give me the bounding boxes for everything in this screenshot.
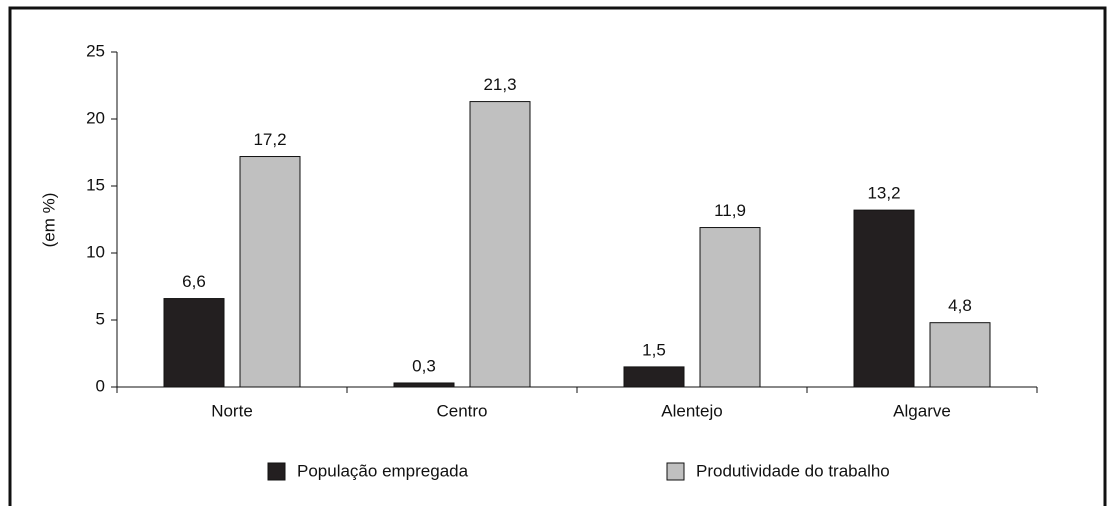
value-label: 11,9 (714, 201, 746, 220)
x-tick-label: Centro (436, 401, 487, 420)
value-label: 0,3 (412, 356, 436, 375)
legend-label: População empregada (297, 461, 469, 480)
legend-swatch (666, 462, 685, 481)
y-tick-label: 10 (86, 242, 105, 261)
x-tick-label: Alentejo (661, 401, 722, 420)
y-axis-label: (em %) (39, 193, 58, 248)
bar (393, 382, 455, 388)
legend-label: Produtividade do trabalho (696, 461, 890, 480)
value-label: 6,6 (182, 272, 206, 291)
x-tick-label: Algarve (893, 401, 951, 420)
bar (623, 366, 685, 388)
bar (929, 322, 991, 388)
frame (8, 6, 1107, 506)
value-label: 21,3 (483, 75, 516, 94)
y-tick-label: 25 (86, 41, 105, 60)
value-label: 4,8 (948, 296, 972, 315)
value-label: 17,2 (253, 130, 286, 149)
y-tick-label: 15 (86, 175, 105, 194)
legend-swatch (267, 462, 286, 481)
bar (853, 209, 915, 388)
bar (469, 101, 531, 388)
bar (239, 156, 301, 388)
value-label: 13,2 (867, 184, 900, 203)
y-tick-label: 0 (96, 376, 105, 395)
bar (699, 227, 761, 388)
bar (163, 298, 225, 388)
y-tick-label: 5 (96, 309, 105, 328)
x-tick-label: Norte (211, 401, 253, 420)
y-tick-label: 20 (86, 108, 105, 127)
value-label: 1,5 (642, 340, 666, 359)
